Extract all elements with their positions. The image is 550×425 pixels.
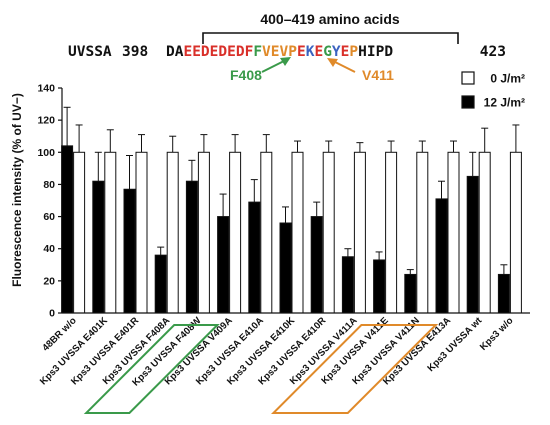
sequence-end: 423 xyxy=(480,44,506,60)
legend-swatch xyxy=(461,95,475,109)
bar-0-jm2 xyxy=(353,151,366,314)
y-tick-label: 0 xyxy=(49,308,55,320)
sequence-segment: E xyxy=(297,44,306,60)
bar-12-jm2 xyxy=(185,180,198,314)
mutant-label-f408: F408 xyxy=(230,67,262,83)
y-tick-label: 140 xyxy=(37,83,55,95)
bar-12-jm2 xyxy=(279,222,292,314)
legend-label: 12 J/m² xyxy=(484,96,525,110)
bar-0-jm2 xyxy=(135,151,148,314)
bar-12-jm2 xyxy=(341,256,354,314)
x-category-label: Kps3 UVSSA wt xyxy=(426,315,485,374)
bracket xyxy=(202,32,459,44)
sequence-segment: P xyxy=(349,44,358,60)
sequence-segment: EEDEDEDF xyxy=(183,44,253,60)
bar-12-jm2 xyxy=(217,216,230,314)
bar-0-jm2 xyxy=(197,151,210,314)
arrow-v411 xyxy=(327,58,356,73)
x-category-label: Kps3 w/o xyxy=(478,315,516,353)
bar-12-jm2 xyxy=(497,273,510,314)
bar-12-jm2 xyxy=(310,216,323,314)
y-tick-label: 40 xyxy=(43,243,55,255)
bar-12-jm2 xyxy=(154,254,167,314)
mutant-label-v411: V411 xyxy=(362,67,394,83)
y-axis-title: Fluorescence intensity (% of UV−) xyxy=(10,93,24,287)
arrow-f408 xyxy=(261,57,291,73)
bar-12-jm2 xyxy=(123,188,136,314)
bar-0-jm2 xyxy=(416,151,429,314)
sequence-segment: F xyxy=(253,44,262,60)
bar-0-jm2 xyxy=(322,151,335,314)
highlight-box-f408 xyxy=(83,324,220,414)
bar-0-jm2 xyxy=(104,151,117,314)
sequence-segment: V xyxy=(280,44,289,60)
sequence-segment: E xyxy=(314,44,323,60)
sequence-segment: K xyxy=(306,44,315,60)
bar-0-jm2 xyxy=(385,151,398,314)
y-tick-label: 100 xyxy=(37,147,55,159)
bar-chart: Fluorescence intensity (% of UV−) 0 20 40 6… xyxy=(10,71,530,414)
bar-12-jm2 xyxy=(435,198,448,314)
sequence-segment: P xyxy=(288,44,297,60)
sequence-annotation: 400–419 amino acids UVSSA 398 DAEEDEDEDF… xyxy=(68,11,506,83)
sequence-segment: DA xyxy=(166,44,184,60)
bar-0-jm2 xyxy=(478,151,491,314)
y-tick-label: 80 xyxy=(43,179,55,191)
y-axis: 0 20 40 60 80 100 120 140 xyxy=(37,83,63,320)
sequence-segment: Y xyxy=(332,44,341,60)
highlight-box-v411 xyxy=(270,324,439,414)
sequence: DAEEDEDEDFFVEVPEKEGYEPHIPD xyxy=(166,44,393,60)
y-tick-label: 120 xyxy=(37,115,55,127)
sequence-segment: E xyxy=(341,44,350,60)
bar-0-jm2 xyxy=(509,151,522,314)
bar-12-jm2 xyxy=(404,273,417,314)
bar-12-jm2 xyxy=(92,180,105,314)
sequence-start: 398 xyxy=(122,44,148,60)
bar-0-jm2 xyxy=(260,151,273,314)
bar-0-jm2 xyxy=(229,151,242,314)
bar-12-jm2 xyxy=(248,201,261,314)
y-tick-label: 20 xyxy=(43,275,55,287)
bracket-label: 400–419 amino acids xyxy=(260,11,400,27)
bar-12-jm2 xyxy=(61,145,74,314)
sequence-segment: HIPD xyxy=(358,44,393,60)
bar-0-jm2 xyxy=(73,151,86,314)
highlight-boxes xyxy=(83,324,439,414)
sequence-segment: G xyxy=(323,44,332,60)
bar-12-jm2 xyxy=(373,259,386,314)
sequence-segment: VE xyxy=(262,44,279,60)
legend-label: 0 J/m² xyxy=(490,72,525,86)
legend-swatch xyxy=(461,71,475,85)
bar-12-jm2 xyxy=(466,175,479,314)
bars xyxy=(61,106,530,314)
bar-0-jm2 xyxy=(291,151,304,314)
protein-name: UVSSA xyxy=(68,44,112,60)
y-tick-label: 60 xyxy=(43,211,55,223)
bar-0-jm2 xyxy=(447,151,460,314)
bar-0-jm2 xyxy=(166,151,179,314)
legend: 0 J/m² 12 J/m² xyxy=(461,71,525,110)
